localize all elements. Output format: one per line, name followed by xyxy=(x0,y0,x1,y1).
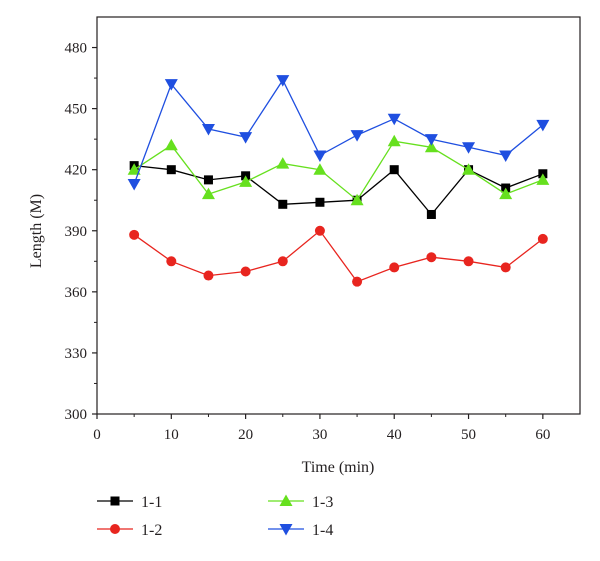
data-point-1-4 xyxy=(164,79,178,91)
legend-marker xyxy=(279,494,293,506)
data-point-1-1 xyxy=(315,197,325,207)
data-point-1-4 xyxy=(313,150,327,162)
x-tick-label: 40 xyxy=(387,427,402,443)
data-point-1-4 xyxy=(239,132,253,144)
series-line-1-1 xyxy=(134,164,544,216)
legend-marker xyxy=(279,524,293,536)
data-point-1-2 xyxy=(352,276,363,287)
x-tick-label: 30 xyxy=(312,427,327,443)
data-point-1-3 xyxy=(387,134,401,147)
series-line-1-4 xyxy=(133,78,544,185)
data-point-1-1 xyxy=(426,209,436,219)
data-point-1-4 xyxy=(499,150,513,162)
data-point-1-2 xyxy=(500,262,511,273)
data-point-1-3 xyxy=(164,138,178,151)
data-point-1-4 xyxy=(536,119,550,132)
x-tick-label: 60 xyxy=(535,427,550,443)
data-point-1-2 xyxy=(166,256,177,267)
x-tick-label: 20 xyxy=(238,427,253,443)
data-point-1-1 xyxy=(389,165,399,175)
legend-label: 1-4 xyxy=(312,522,333,539)
x-tick-label: 50 xyxy=(461,427,476,443)
series-1-4 xyxy=(127,75,550,191)
legend-item-1-2: 1-2 xyxy=(97,522,162,539)
data-point-1-3 xyxy=(201,187,215,200)
data-point-1-3 xyxy=(276,157,290,169)
y-tick-label: 480 xyxy=(65,41,88,57)
y-tick-label: 390 xyxy=(65,224,88,240)
data-point-1-3 xyxy=(127,163,141,175)
data-point-1-2 xyxy=(314,225,325,236)
data-point-1-2 xyxy=(203,270,214,281)
data-point-1-3 xyxy=(462,163,476,175)
plot-area xyxy=(127,75,550,287)
data-point-1-2 xyxy=(240,266,251,277)
legend-label: 1-2 xyxy=(141,522,162,539)
y-axis-title: Length (M) xyxy=(28,194,45,268)
data-point-1-1 xyxy=(278,199,288,209)
series-line-1-2 xyxy=(133,229,544,283)
y-tick-label: 300 xyxy=(65,407,88,423)
plot-frame xyxy=(96,16,581,415)
data-point-1-3 xyxy=(499,187,513,200)
legend-marker xyxy=(110,496,120,506)
y-tick-label: 330 xyxy=(65,346,88,362)
data-point-1-3 xyxy=(424,140,438,153)
y-tick-label: 360 xyxy=(65,285,88,301)
legend-item-1-1: 1-1 xyxy=(97,494,162,511)
series-1-3 xyxy=(127,134,550,206)
data-point-1-2 xyxy=(277,256,288,267)
series-line-1-3 xyxy=(133,140,544,202)
legend-label: 1-1 xyxy=(141,494,162,511)
data-point-1-4 xyxy=(424,134,438,146)
data-point-1-2 xyxy=(426,252,437,263)
data-point-1-2 xyxy=(389,262,400,273)
data-point-1-2 xyxy=(537,233,548,244)
data-point-1-3 xyxy=(313,163,327,175)
data-point-1-3 xyxy=(350,193,364,206)
legend-item-1-3: 1-3 xyxy=(268,494,333,511)
data-point-1-3 xyxy=(536,173,550,185)
data-point-1-2 xyxy=(129,229,140,240)
series-1-1 xyxy=(129,161,548,219)
x-tick-label: 10 xyxy=(164,427,179,443)
data-point-1-4 xyxy=(201,123,215,136)
series-1-2 xyxy=(129,225,548,287)
data-point-1-4 xyxy=(276,75,290,87)
x-axis-title: Time (min) xyxy=(302,459,375,476)
legend-label: 1-3 xyxy=(312,494,333,511)
x-tick-label: 0 xyxy=(93,427,101,443)
y-tick-label: 420 xyxy=(65,163,88,179)
legend-item-1-4: 1-4 xyxy=(268,522,333,539)
data-point-1-4 xyxy=(127,178,141,191)
data-point-1-1 xyxy=(166,165,176,175)
axes: 0 10 20 30 40 50 60 300 330 360 390 420 450 480 xyxy=(65,16,581,443)
data-point-1-2 xyxy=(463,256,474,267)
data-point-1-3 xyxy=(239,175,253,187)
y-tick-label: 450 xyxy=(65,102,88,118)
data-point-1-4 xyxy=(387,113,401,126)
legend-marker xyxy=(110,524,120,534)
data-point-1-1 xyxy=(203,175,213,185)
data-point-1-4 xyxy=(350,130,364,142)
data-point-1-4 xyxy=(462,142,476,154)
legend: 1-1 1-2 1-3 1-4 xyxy=(97,494,333,539)
